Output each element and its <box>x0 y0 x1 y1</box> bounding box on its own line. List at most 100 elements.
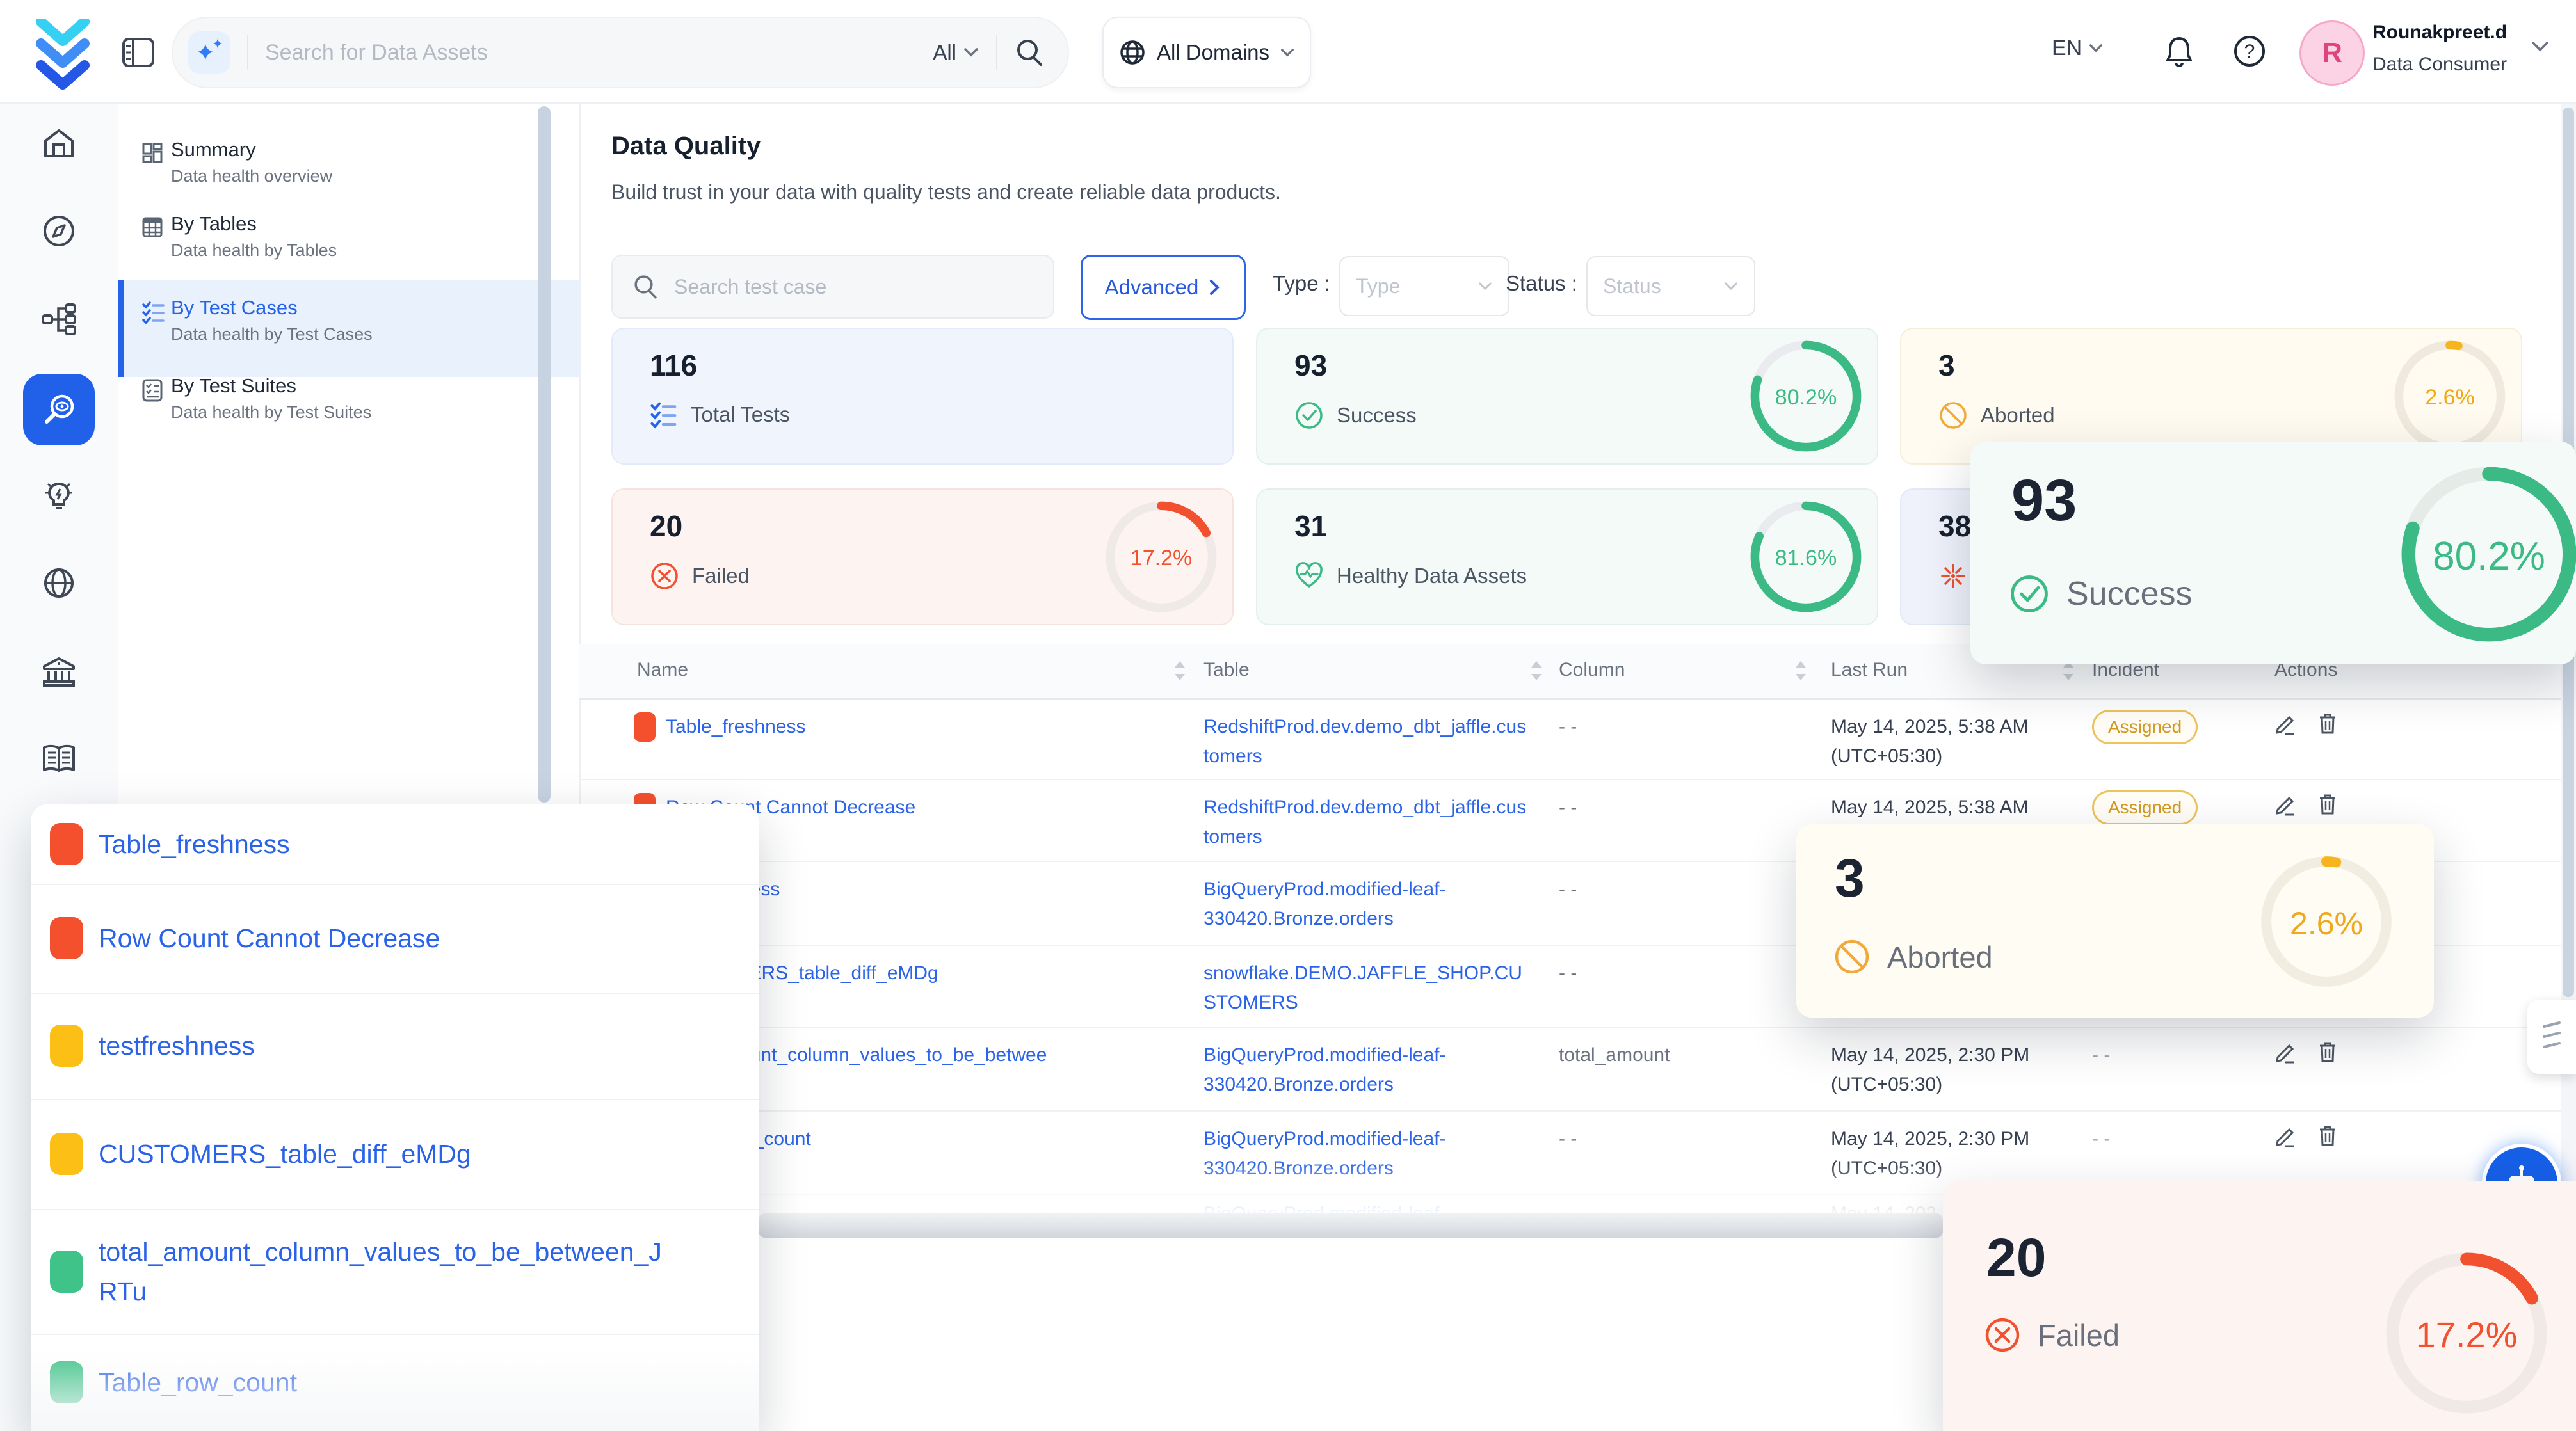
stat-card-healthy-data-assets[interactable]: 31 Healthy Data Assets 81.6% <box>1256 488 1878 625</box>
chevron-down-icon <box>1281 48 1294 56</box>
globe-icon <box>1120 40 1145 65</box>
sidebar-item-by-tables[interactable]: By Tables Data health by Tables <box>118 212 574 283</box>
sort-icon[interactable] <box>1171 658 1188 684</box>
last-run-cell: May 14, 2025, 2:30 PM (UTC+05:30) <box>1831 1044 2030 1095</box>
asset-table-link[interactable]: BigQueryProd.modified-leaf-330420.Bronze… <box>1203 879 1446 929</box>
side-panel-handle[interactable] <box>2527 1000 2576 1074</box>
sort-icon[interactable] <box>1528 658 1545 684</box>
list-item[interactable]: Table_freshness <box>31 804 759 885</box>
row-actions <box>2273 1123 2340 1149</box>
test-case-search-input[interactable]: Search test case <box>611 255 1054 319</box>
test-name-link[interactable]: Table_freshness <box>666 716 806 737</box>
sidebar-item-summary[interactable]: Summary Data health overview <box>118 138 574 209</box>
asset-table-link[interactable]: snowflake.DEMO.JAFFLE_SHOP.CUSTOMERS <box>1203 963 1522 1013</box>
glossary-book-icon[interactable] <box>40 740 77 778</box>
incident-badge[interactable]: Assigned <box>2092 790 2198 825</box>
sidebar-scrollbar[interactable] <box>538 106 551 803</box>
column-header-last-run[interactable]: Last Run <box>1831 659 1908 680</box>
brand-logo-icon[interactable] <box>32 19 93 90</box>
stat-card-total-tests[interactable]: 116 Total Tests <box>611 328 1234 465</box>
edit-icon[interactable] <box>2273 792 2298 817</box>
svg-text:?: ? <box>2244 41 2255 62</box>
notifications-bell-icon[interactable] <box>2161 33 2197 69</box>
test-name-link[interactable]: Row Count Cannot Decrease <box>99 923 440 953</box>
incident-cell: - - <box>2092 1128 2111 1149</box>
column-header-table[interactable]: Table <box>1203 659 1250 680</box>
compass-icon[interactable] <box>40 212 77 250</box>
sidebar-item-by-test-suites[interactable]: By Test Suites Data health by Test Suite… <box>118 374 574 445</box>
sidebar-item-subtitle: Data health overview <box>171 166 333 186</box>
sidebar-item-by-test-cases[interactable]: By Test Cases Data health by Test Cases <box>118 280 579 377</box>
edit-icon[interactable] <box>2273 1039 2298 1065</box>
panel-handle-icon <box>2543 1021 2561 1048</box>
chevron-down-icon <box>964 48 978 57</box>
test-name-link[interactable]: Table_freshness <box>99 829 290 859</box>
aborted-donut: 2.6% <box>2255 850 2398 993</box>
stat-label: Success <box>1337 403 1417 427</box>
status-filter-label: Status : <box>1506 271 1577 295</box>
clipboard-icon <box>142 379 163 402</box>
column-cell: - - <box>1559 963 1577 984</box>
test-name-link[interactable]: testfreshness <box>99 1031 255 1060</box>
insights-bulb-icon[interactable] <box>40 477 77 515</box>
stat-card-failed[interactable]: 20 Failed 17.2% <box>611 488 1234 625</box>
stat-card-success[interactable]: 93 Success 80.2% <box>1256 328 1878 465</box>
stat-label: Total Tests <box>691 403 791 426</box>
delete-icon[interactable] <box>2315 1123 2340 1149</box>
delete-icon[interactable] <box>2315 1039 2340 1065</box>
sidebar-item-title: By Test Suites <box>171 374 296 397</box>
delete-icon[interactable] <box>2315 792 2340 817</box>
advanced-filter-button[interactable]: Advanced <box>1081 255 1246 320</box>
asset-table-link[interactable]: RedshiftProd.dev.demo_dbt_jaffle.custome… <box>1203 716 1527 767</box>
asset-table-link[interactable]: BigQueryProd.modified-leaf-330420.Bronze… <box>1203 1044 1446 1095</box>
global-search-bar[interactable]: ✦ ✦ Search for Data Assets All <box>172 17 1069 88</box>
sidebar-item-subtitle: Data health by Test Cases <box>171 324 373 344</box>
sort-icon[interactable] <box>2060 658 2077 684</box>
type-filter-label: Type : <box>1273 271 1330 295</box>
column-header-name[interactable]: Name <box>637 659 689 680</box>
type-filter-select[interactable]: Type <box>1339 256 1509 316</box>
list-item[interactable]: total_amount_column_values_to_be_between… <box>31 1209 759 1335</box>
magnified-success-card: 93 Success 80.2% <box>1970 442 2576 664</box>
sort-icon[interactable] <box>1792 658 1809 684</box>
column-header-column[interactable]: Column <box>1559 659 1625 680</box>
user-avatar[interactable]: R <box>2299 20 2365 86</box>
incident-badge[interactable]: Assigned <box>2092 710 2198 744</box>
sidebar-item-subtitle: Data health by Tables <box>171 241 337 260</box>
global-search-placeholder: Search for Data Assets <box>265 40 488 65</box>
user-menu-chevron-icon[interactable] <box>2530 40 2550 54</box>
summary-grid-icon <box>142 143 163 163</box>
checklist-icon <box>142 301 165 324</box>
lineage-icon[interactable] <box>40 301 77 338</box>
sidebar-toggle-icon[interactable] <box>122 37 155 68</box>
globe-icon[interactable] <box>40 564 77 602</box>
heart-pulse-icon <box>1296 562 1323 588</box>
list-item[interactable]: CUSTOMERS_table_diff_eMDg <box>31 1099 759 1210</box>
sidebar-item-title: Summary <box>171 138 256 161</box>
rail-item-observability-active[interactable] <box>23 374 95 445</box>
test-name-link[interactable]: CUSTOMERS_table_diff_eMDg <box>99 1139 471 1169</box>
test-status-square <box>50 1250 83 1293</box>
delete-icon[interactable] <box>2315 711 2340 737</box>
aborted-donut: 2.6% <box>2389 335 2511 457</box>
edit-icon[interactable] <box>2273 1123 2298 1149</box>
test-name-link[interactable]: total_amount_column_values_to_be_between… <box>99 1236 662 1306</box>
search-icon[interactable] <box>1014 36 1046 68</box>
search-scope-dropdown[interactable]: All <box>933 40 979 65</box>
asset-table-link[interactable]: RedshiftProd.dev.demo_dbt_jaffle.custome… <box>1203 797 1527 847</box>
edit-icon[interactable] <box>2273 711 2298 737</box>
page-title: Data Quality <box>611 132 761 160</box>
home-icon[interactable] <box>40 125 77 163</box>
ai-sparkle-icon[interactable]: ✦ ✦ <box>188 31 230 74</box>
check-circle-icon <box>1296 402 1323 429</box>
domains-dropdown[interactable]: All Domains <box>1102 17 1311 88</box>
help-icon[interactable]: ? <box>2232 33 2267 69</box>
stat-label: Aborted <box>1887 939 1993 974</box>
list-item[interactable]: Row Count Cannot Decrease <box>31 884 759 994</box>
governance-bank-icon[interactable] <box>40 653 77 691</box>
list-item[interactable]: testfreshness <box>31 993 759 1100</box>
language-selector[interactable]: EN <box>2052 36 2104 61</box>
horizontal-scrollbar[interactable] <box>759 1213 1943 1238</box>
status-filter-select[interactable]: Status <box>1586 256 1755 316</box>
column-cell: - - <box>1559 1128 1577 1149</box>
